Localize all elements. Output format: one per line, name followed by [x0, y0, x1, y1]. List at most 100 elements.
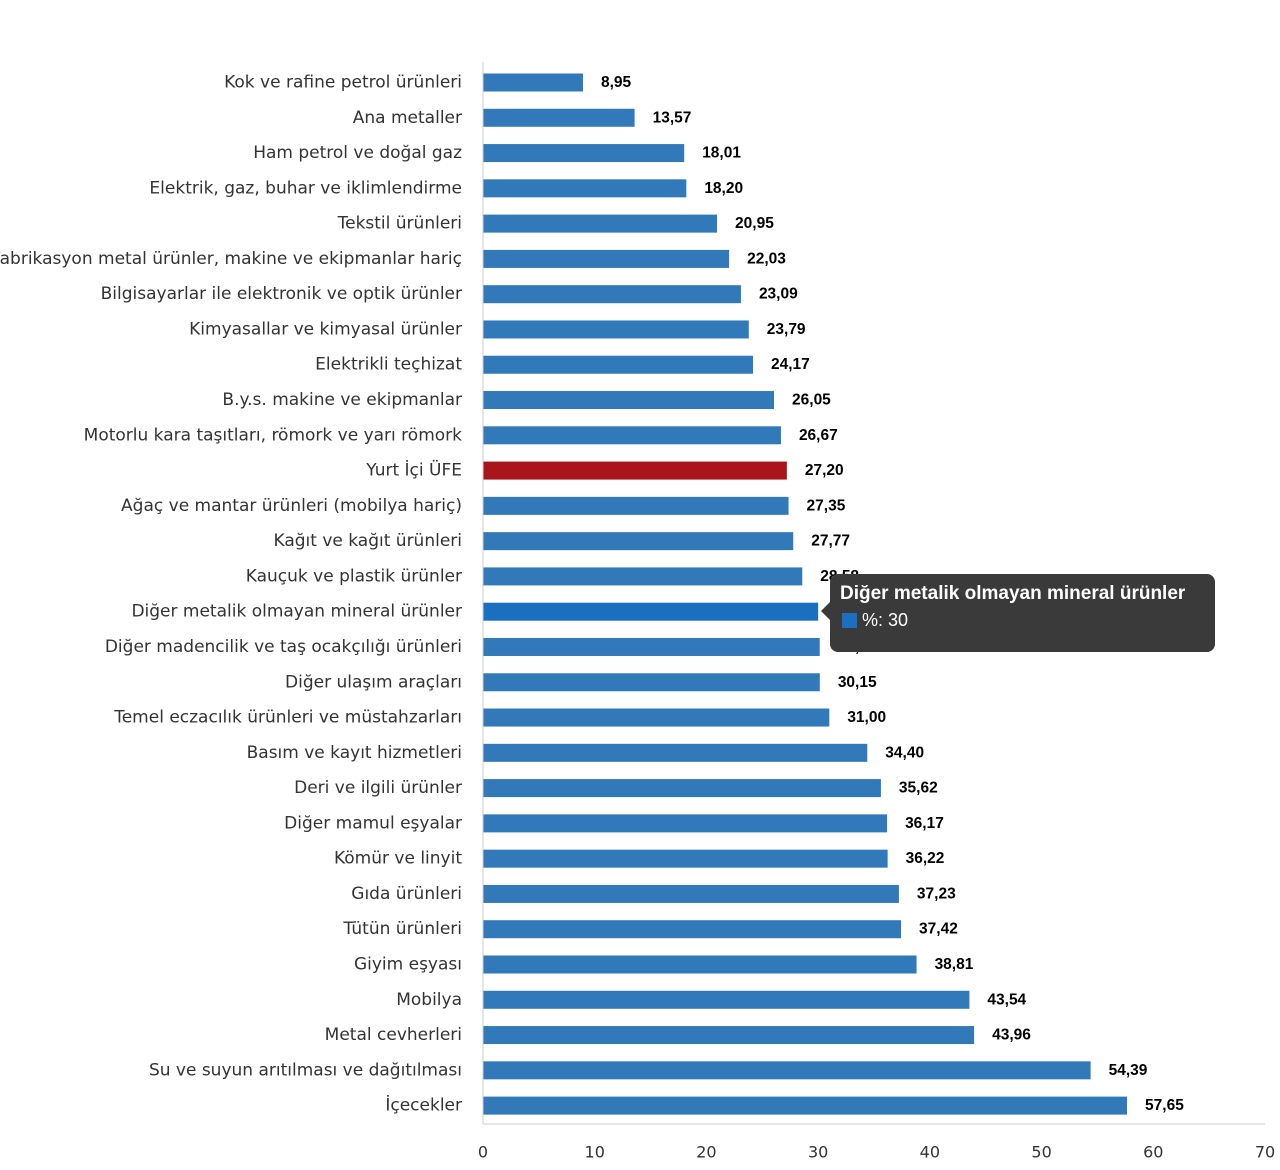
category-label: B.y.s. makine ve ekipmanlar: [222, 390, 462, 410]
x-tick-label: 0: [478, 1143, 488, 1162]
bar[interactable]: [483, 214, 718, 233]
bar[interactable]: [483, 391, 775, 410]
bar[interactable]: [483, 355, 754, 374]
category-label: Elektrikli teçhizat: [315, 355, 462, 375]
value-label: 38,81: [935, 956, 974, 973]
category-label: Metal cevherleri: [325, 1025, 462, 1045]
value-label: 8,95: [601, 74, 632, 91]
bar[interactable]: [483, 179, 687, 198]
value-label: 43,96: [992, 1027, 1031, 1044]
x-tick-label: 50: [1031, 1143, 1051, 1162]
value-label: 30,15: [838, 674, 877, 691]
category-label: Diğer mamul eşyalar: [284, 813, 462, 833]
category-label: Su ve suyun arıtılması ve dağıtılması: [149, 1060, 462, 1080]
category-label: Elektrik, gaz, buhar ve iklimlendirme: [149, 178, 462, 198]
value-label: 22,03: [747, 250, 786, 267]
category-label: Diğer madencilik ve taş ocakçılığı ürünl…: [105, 637, 462, 657]
category-labels: Kok ve rafine petrol ürünleri Ana metalle…: [0, 73, 462, 1116]
category-label: Yurt İçi ÜFE: [365, 459, 462, 481]
bar[interactable]: [483, 285, 741, 304]
category-label: Tekstil ürünleri: [337, 214, 462, 234]
bar[interactable]: [483, 567, 803, 586]
bar[interactable]: [483, 602, 819, 621]
category-label: Tütün ürünleri: [342, 919, 462, 939]
tooltip: Diğer metalik olmayan mineral ürünler %:…: [821, 574, 1215, 652]
value-label: 18,20: [704, 180, 743, 197]
value-label: 37,42: [919, 921, 958, 938]
value-label: 54,39: [1109, 1062, 1148, 1079]
value-label: 27,77: [811, 533, 850, 550]
value-label: 24,17: [771, 356, 810, 373]
category-label: Motorlu kara taşıtları, römork ve yarı r…: [84, 425, 462, 445]
category-label: Gıda ürünleri: [351, 884, 462, 904]
x-tick-label: 40: [920, 1143, 940, 1162]
bar[interactable]: [483, 990, 970, 1009]
bar[interactable]: [483, 955, 917, 974]
value-labels: 8,95 13,57 18,01 18,20 20,95 22,03 23,09 23,79 2…: [601, 74, 1184, 1114]
category-label: Temel eczacılık ürünleri ve müstahzarlar…: [113, 708, 462, 728]
x-axis: 0 10 20 30 40 50 60 70: [478, 62, 1275, 1162]
bar[interactable]: [483, 532, 794, 551]
bar[interactable]: [483, 496, 789, 515]
bar[interactable]: [483, 461, 787, 480]
value-label: 26,67: [799, 427, 838, 444]
bar[interactable]: [483, 779, 881, 798]
category-label: Mobilya: [396, 990, 462, 1010]
category-label: Kauçuk ve plastik ürünler: [246, 566, 462, 586]
category-label: Bilgisayarlar ile elektronik ve optik ür…: [101, 284, 462, 304]
value-label: 23,09: [759, 286, 798, 303]
x-tick-label: 30: [808, 1143, 828, 1162]
bar[interactable]: [483, 1061, 1091, 1080]
category-label: Giyim eşyası: [354, 955, 462, 975]
category-label: Kağıt ve kağıt ürünleri: [273, 531, 462, 551]
category-label: Diğer ulaşım araçları: [285, 672, 462, 692]
category-label: Kömür ve linyit: [334, 849, 462, 869]
bar[interactable]: [483, 320, 749, 339]
value-label: 31,00: [847, 709, 886, 726]
bar[interactable]: [483, 743, 868, 762]
bar[interactable]: [483, 637, 820, 656]
value-label: 26,05: [792, 392, 831, 409]
tooltip-series-swatch: [842, 612, 857, 628]
value-label: 34,40: [885, 744, 924, 761]
category-label: Kok ve rafine petrol ürünleri: [224, 73, 462, 93]
x-tick-label: 20: [696, 1143, 716, 1162]
category-label: Ana metaller: [353, 108, 462, 128]
x-tick-label: 60: [1143, 1143, 1163, 1162]
value-label: 13,57: [653, 109, 692, 126]
value-label: 35,62: [899, 780, 938, 797]
bar[interactable]: [483, 884, 899, 903]
tooltip-value: %: 30: [862, 610, 909, 630]
category-label: Fabrikasyon metal ürünler, makine ve eki…: [0, 249, 462, 269]
category-label: İçecekler: [385, 1095, 462, 1116]
tooltip-title: Diğer metalik olmayan mineral ürünler: [840, 583, 1186, 604]
bar[interactable]: [483, 708, 830, 727]
value-label: 36,22: [906, 850, 945, 867]
bars: [483, 73, 1128, 1115]
bar[interactable]: [483, 249, 730, 268]
bar[interactable]: [483, 1096, 1128, 1115]
bar[interactable]: [483, 144, 685, 163]
category-label: Basım ve kayıt hizmetleri: [247, 743, 462, 763]
value-label: 27,35: [807, 497, 846, 514]
category-label: Ham petrol ve doğal gaz: [253, 143, 462, 163]
bar[interactable]: [483, 108, 635, 127]
bar[interactable]: [483, 73, 583, 92]
value-label: 43,54: [987, 991, 1026, 1008]
category-label: Diğer metalik olmayan mineral ürünler: [131, 602, 462, 622]
value-label: 37,23: [917, 885, 956, 902]
bar[interactable]: [483, 920, 902, 939]
tooltip-arrow: [821, 602, 830, 620]
bar[interactable]: [483, 1026, 975, 1045]
bar[interactable]: [483, 849, 888, 868]
category-label: Deri ve ilgili ürünler: [294, 778, 462, 798]
tooltip-value-row: %: 30: [840, 609, 1205, 631]
bar[interactable]: [483, 814, 888, 833]
x-tick-label: 70: [1255, 1143, 1275, 1162]
category-label: Ağaç ve mantar ürünleri (mobilya hariç): [121, 496, 462, 516]
category-label: Kimyasallar ve kimyasal ürünler: [189, 319, 462, 339]
bar[interactable]: [483, 426, 781, 445]
value-label: 57,65: [1145, 1097, 1184, 1114]
bar[interactable]: [483, 673, 820, 692]
